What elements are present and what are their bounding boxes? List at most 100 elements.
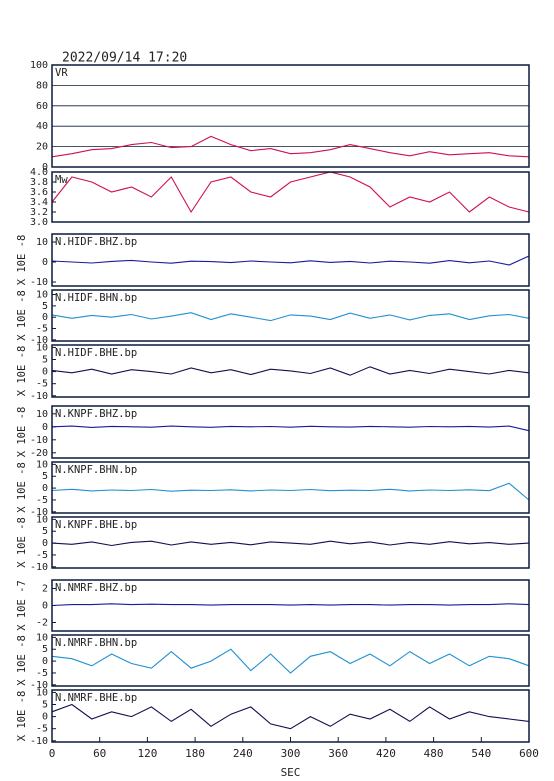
panel-frame xyxy=(51,461,530,514)
panel-label: N.KNPF.BHZ.bp xyxy=(55,408,137,420)
y-tick-label: -10 xyxy=(30,277,48,288)
panel-label: N.NMRF.BHE.bp xyxy=(55,692,137,704)
y-tick-label: 0 xyxy=(42,601,48,612)
x-tick-label: 300 xyxy=(281,747,301,760)
panel-frame xyxy=(51,289,530,342)
y-tick-label: 5 xyxy=(42,301,48,312)
y-tick-label: 20 xyxy=(36,142,48,153)
panel-label: N.KNPF.BHE.bp xyxy=(55,519,137,531)
y-tick-label: 0 xyxy=(42,483,48,494)
y-tick-label: 0 xyxy=(42,162,48,173)
page-title: 2022/09/14 17:20 xyxy=(62,51,187,66)
y-tick-label: -5 xyxy=(36,379,48,390)
trace xyxy=(51,366,530,376)
x-tick-label: 240 xyxy=(233,747,253,760)
y-tick-label: 10 xyxy=(36,290,48,301)
y-tick-label: -5 xyxy=(36,324,48,335)
y-tick-label: 5 xyxy=(42,526,48,537)
y-tick-label: 3.2 xyxy=(30,207,48,218)
y-tick-label: -5 xyxy=(36,724,48,735)
y-axis-label: X 10E -8 xyxy=(16,235,28,286)
y-tick-label: 5 xyxy=(42,471,48,482)
x-tick-label: 600 xyxy=(519,747,539,760)
y-tick-label: -10 xyxy=(30,680,48,691)
panel-frame xyxy=(51,405,530,459)
y-axis-label: X 10E -7 xyxy=(16,580,28,631)
y-tick-label: 3.8 xyxy=(30,177,48,188)
y-tick-label: 0 xyxy=(42,312,48,323)
y-tick-label: 10 xyxy=(36,459,48,470)
panel-label: N.KNPF.BHN.bp xyxy=(55,464,137,476)
panel-frame xyxy=(51,579,530,632)
y-tick-label: -10 xyxy=(30,736,48,747)
y-tick-label: -10 xyxy=(30,391,48,402)
x-tick-label: 540 xyxy=(471,747,491,760)
x-tick-label: 360 xyxy=(328,747,348,760)
y-tick-label: -5 xyxy=(36,495,48,506)
y-tick-label: -10 xyxy=(30,335,48,346)
y-axis-label: X 10E -8 xyxy=(16,462,28,513)
y-tick-label: 0 xyxy=(42,656,48,667)
trace xyxy=(51,648,530,674)
y-tick-label: 10 xyxy=(36,237,48,248)
trace xyxy=(51,703,530,730)
y-tick-label: 10 xyxy=(36,409,48,420)
panel-label: Mw xyxy=(55,174,68,186)
y-tick-label: 5 xyxy=(42,700,48,711)
trace xyxy=(51,603,530,607)
trace xyxy=(51,540,530,547)
y-tick-label: 0 xyxy=(42,538,48,549)
y-tick-label: -20 xyxy=(30,448,48,459)
trace xyxy=(51,425,530,432)
x-tick-label: 120 xyxy=(137,747,157,760)
y-tick-label: 10 xyxy=(36,514,48,525)
y-tick-label: -10 xyxy=(30,435,48,446)
panel-frame xyxy=(51,344,530,398)
y-tick-label: 60 xyxy=(36,101,48,112)
trace xyxy=(51,312,530,322)
y-tick-label: -5 xyxy=(36,550,48,561)
y-tick-label: 2 xyxy=(42,584,48,595)
panel-frame xyxy=(51,516,530,569)
y-tick-label: 80 xyxy=(36,80,48,91)
trace xyxy=(51,135,530,158)
y-tick-label: -10 xyxy=(30,562,48,573)
y-tick-label: 10 xyxy=(36,342,48,353)
panel-frame xyxy=(51,171,530,223)
y-tick-label: 10 xyxy=(36,687,48,698)
panel-label: VR xyxy=(55,67,68,79)
y-tick-label: 0 xyxy=(42,422,48,433)
y-tick-label: 5 xyxy=(42,644,48,655)
y-tick-label: 0 xyxy=(42,257,48,268)
x-tick-label: 420 xyxy=(376,747,396,760)
y-tick-label: 100 xyxy=(30,60,48,71)
panel-frame xyxy=(51,64,530,168)
panel-label: N.HIDF.BHE.bp xyxy=(55,347,137,359)
y-tick-label: -10 xyxy=(30,507,48,518)
trace xyxy=(51,255,530,266)
y-axis-label: X 10E -8 xyxy=(16,407,28,458)
y-tick-label: 3.0 xyxy=(30,217,48,228)
panel-frame xyxy=(51,233,530,287)
panel-frame xyxy=(51,634,530,687)
x-tick-label: 180 xyxy=(185,747,205,760)
y-axis-label: X 10E -8 xyxy=(16,691,28,742)
x-axis-label: SEC xyxy=(281,766,301,779)
y-axis-label: X 10E -8 xyxy=(16,517,28,568)
y-tick-label: 5 xyxy=(42,355,48,366)
y-tick-label: 3.6 xyxy=(30,187,48,198)
y-tick-label: 4.0 xyxy=(30,167,48,178)
x-tick-label: 60 xyxy=(93,747,106,760)
y-tick-label: 40 xyxy=(36,121,48,132)
x-tick-label: 480 xyxy=(424,747,444,760)
trace xyxy=(51,482,530,501)
y-axis-label: X 10E -8 xyxy=(16,635,28,686)
x-tick-label: 0 xyxy=(49,747,56,760)
y-tick-label: -5 xyxy=(36,668,48,679)
panel-label: N.HIDF.BHN.bp xyxy=(55,292,137,304)
y-tick-label: 0 xyxy=(42,712,48,723)
y-axis-label: X 10E -8 xyxy=(16,346,28,397)
panel-label: N.NMRF.BHN.bp xyxy=(55,637,137,649)
trace xyxy=(51,171,530,214)
